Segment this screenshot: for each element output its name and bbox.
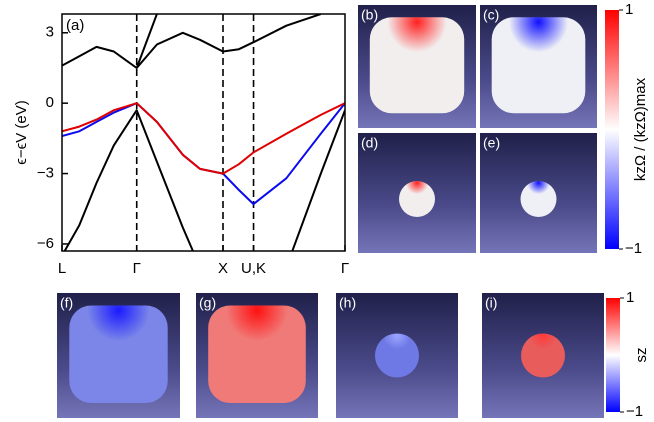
colorbar-tick-label: −1 [625, 240, 642, 257]
surface [399, 181, 435, 217]
y-axis-label: ϵ−ϵV (eV) [13, 100, 30, 165]
surface [521, 181, 557, 217]
panel-label: (h) [339, 295, 356, 311]
colorbar-tick-label: 1 [626, 289, 634, 306]
colorbar-label: kzΩ / (kzΩ)max [632, 77, 649, 181]
colorbar-tick-label: 1 [625, 1, 633, 18]
colorbar [605, 10, 619, 249]
y-tick-label: −6 [37, 235, 54, 252]
x-tick-label: Γ [133, 260, 141, 277]
panel-label: (e) [483, 135, 500, 151]
surface [492, 17, 586, 113]
band-line [62, 103, 345, 204]
surface [375, 334, 419, 378]
band-line [62, 14, 321, 68]
panel-label: (g) [199, 295, 216, 311]
colorbar-tick-label: −1 [626, 403, 643, 420]
y-tick-label: 0 [46, 94, 54, 111]
x-tick-label: Γ [341, 260, 349, 277]
x-tick-label: X [218, 260, 228, 277]
band-line [62, 103, 345, 173]
colorbar [606, 298, 620, 412]
panel-label: (d) [361, 135, 378, 151]
surface [69, 306, 167, 404]
panel-label: (i) [485, 295, 497, 311]
panel-label: (a) [66, 17, 84, 34]
y-tick-label: 3 [46, 24, 54, 41]
panel-label: (f) [60, 295, 73, 311]
surface [208, 306, 306, 404]
colorbar-label: sz [633, 348, 650, 363]
x-tick-label: L [58, 260, 66, 277]
surface [521, 334, 565, 378]
y-tick-label: −3 [37, 165, 54, 182]
panel-label: (b) [361, 7, 378, 23]
surface [370, 17, 464, 113]
figure: L Γ X U,K Γ 3 0 −3 −6 (a) ϵ−ϵV (eV) −1 1 kzΩ / (kzΩ)m… [0, 0, 654, 422]
panel-label: (c) [483, 7, 499, 23]
band-line [62, 110, 345, 267]
band-line [137, 14, 157, 68]
x-tick-label: U,K [241, 260, 266, 277]
